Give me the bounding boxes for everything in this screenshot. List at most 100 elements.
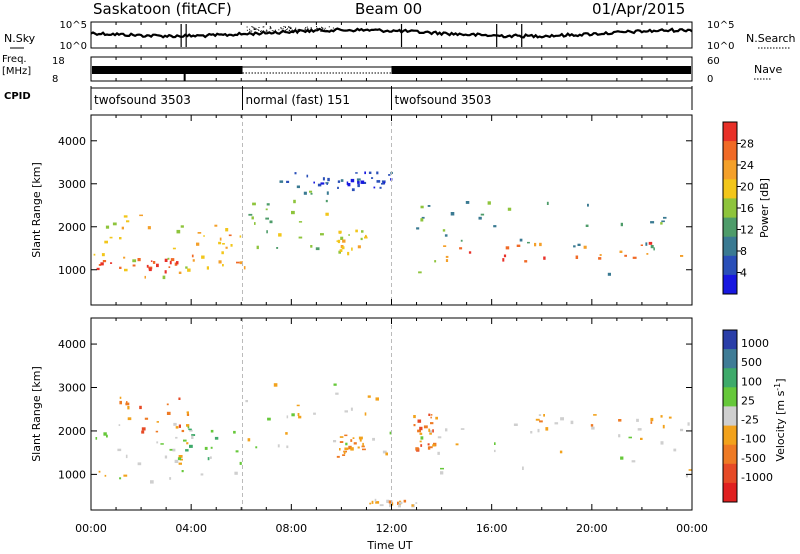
- echo-cell: [235, 450, 239, 453]
- echo-cell: [339, 436, 344, 438]
- echo-cell: [315, 247, 320, 251]
- echo-cell: [177, 457, 182, 461]
- echo-cell: [522, 466, 524, 470]
- echo-cell: [141, 427, 146, 431]
- echo-cell: [137, 462, 142, 466]
- echo-cell: [339, 448, 341, 451]
- echo-cell: [371, 177, 374, 179]
- nsearch-dot: [324, 27, 326, 29]
- echo-cell: [225, 228, 229, 232]
- power-ylabel: Slant Range [km]: [30, 162, 43, 258]
- echo-cell: [306, 174, 309, 178]
- echo-cell: [539, 242, 542, 247]
- nsearch-dot: [280, 27, 282, 29]
- colorbar-segment: [723, 330, 737, 350]
- radar-title: Saskatoon (fitACF): [93, 0, 232, 18]
- nsearch-dot: [333, 30, 335, 32]
- freq-panel-frame: [90, 56, 693, 82]
- nsearch-dot: [307, 28, 308, 30]
- echo-cell: [298, 221, 303, 223]
- echo-cell: [650, 417, 654, 422]
- velocity-ylabel: Slant Range [km]: [30, 366, 43, 462]
- echo-cell: [123, 215, 128, 218]
- echo-cell: [367, 395, 371, 398]
- echo-cell: [191, 434, 196, 436]
- echo-cell: [164, 270, 167, 274]
- echo-cell: [673, 448, 677, 452]
- echo-cell: [468, 251, 472, 254]
- echo-cell: [336, 240, 341, 242]
- echo-cell: [139, 214, 143, 217]
- echo-cell: [339, 441, 344, 443]
- echo-cell: [382, 450, 387, 454]
- echo-cell: [543, 256, 546, 260]
- nsearch-dot: [310, 27, 312, 29]
- echo-cell: [297, 413, 300, 416]
- echo-cell: [687, 422, 690, 426]
- nsearch-dot: [309, 30, 311, 32]
- echo-cell: [119, 396, 122, 399]
- echo-cell: [350, 447, 354, 451]
- echo-cell: [137, 258, 141, 262]
- echo-cell: [355, 229, 358, 233]
- echo-cell: [430, 422, 434, 425]
- y-tick-label: 4000: [58, 135, 86, 148]
- nsearch-dot: [269, 26, 271, 28]
- echo-cell: [352, 437, 355, 439]
- echo-cell: [650, 245, 654, 249]
- echo-cell: [178, 397, 181, 400]
- echo-cell: [355, 172, 358, 174]
- echo-cell: [560, 417, 564, 421]
- echo-cell: [173, 422, 177, 426]
- echo-cell: [191, 435, 194, 439]
- echo-cell: [325, 182, 329, 184]
- echo-cell: [181, 470, 184, 473]
- echo-cell: [356, 178, 361, 181]
- echo-cell: [357, 181, 360, 184]
- echo-cell: [618, 419, 622, 422]
- nsky-line: [90, 27, 693, 39]
- power-heatmap: [93, 115, 684, 305]
- velocity-colorbar-label-text: Velocity [m s: [774, 390, 787, 461]
- y-tick-label: 4000: [58, 338, 86, 351]
- echo-cell: [96, 267, 100, 271]
- echo-cell: [119, 266, 122, 269]
- echo-cell: [273, 383, 278, 387]
- colorbar-tick-label: 25: [741, 394, 755, 407]
- echo-cell: [369, 502, 372, 505]
- echo-cell: [598, 257, 602, 260]
- echo-cell: [575, 255, 579, 259]
- echo-cell: [169, 477, 172, 480]
- echo-cell: [214, 224, 218, 227]
- colorbar-segment: [723, 255, 737, 276]
- echo-cell: [507, 207, 512, 211]
- echo-cell: [178, 455, 183, 458]
- nsearch-dot: [299, 30, 301, 32]
- echo-cell: [167, 257, 170, 260]
- echo-cell: [348, 445, 352, 450]
- nsearch-dot: [322, 27, 324, 29]
- nave-tick-top: 60: [707, 56, 720, 67]
- echo-cell: [445, 428, 448, 432]
- nsearch-dot: [251, 30, 253, 32]
- colorbar-tick-label: 20: [740, 181, 754, 194]
- echo-cell: [170, 258, 175, 262]
- echo-cell: [336, 455, 340, 458]
- echo-cell: [543, 414, 545, 417]
- echo-cell: [624, 254, 627, 257]
- echo-cell: [537, 428, 540, 433]
- nsearch-dot: [320, 30, 322, 32]
- echo-cell: [181, 429, 185, 433]
- echo-cell: [660, 222, 663, 225]
- echo-cell: [310, 192, 313, 195]
- echo-cell: [210, 446, 213, 449]
- echo-cell: [587, 203, 589, 207]
- echo-cell: [429, 431, 432, 435]
- echo-cell: [513, 423, 518, 426]
- echo-cell: [186, 442, 189, 445]
- echo-cell: [494, 442, 496, 445]
- echo-cell: [680, 428, 684, 432]
- echo-cell: [375, 501, 380, 504]
- echo-cell: [534, 242, 537, 247]
- nsearch-dot: [274, 29, 276, 31]
